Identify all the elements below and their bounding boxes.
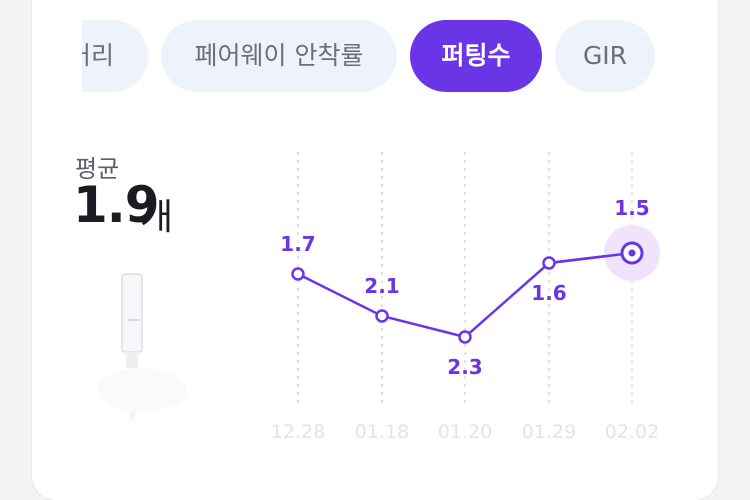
data-label: 1.6 [531, 281, 566, 305]
average-value: 1.9 [73, 176, 160, 234]
tab-gir[interactable]: GIR [555, 20, 655, 92]
stat-tabs: 거리 페어웨이 안착률 퍼팅수 GIR [82, 20, 718, 92]
data-label: 1.5 [614, 196, 649, 220]
data-label: 1.7 [280, 232, 315, 256]
data-point[interactable] [291, 267, 305, 281]
putts-line-chart: 12.28 01.18 01.20 01.29 02.02 1.7 2.1 2.3 1.6 1.5 [271, 152, 660, 443]
data-point[interactable] [458, 330, 472, 344]
tab-putts[interactable]: 퍼팅수 [410, 20, 542, 92]
data-label: 2.1 [364, 274, 399, 298]
tab-fairway[interactable]: 페어웨이 안착률 [161, 20, 397, 92]
x-tick-label: 01.20 [438, 421, 492, 443]
average-label: 평균 [75, 155, 120, 183]
data-point[interactable] [375, 309, 389, 323]
putter-icon [97, 273, 187, 420]
x-tick-label: 02.02 [605, 421, 659, 443]
tab-distance-label: 거리 [82, 41, 115, 70]
average-unit: 개 [140, 197, 174, 238]
x-tick-label: 12.28 [271, 421, 325, 443]
data-label: 2.3 [447, 355, 482, 379]
tab-distance[interactable]: 거리 [82, 20, 148, 92]
x-tick-label: 01.29 [522, 421, 576, 443]
data-point-center [628, 249, 636, 257]
x-tick-label: 01.18 [355, 421, 409, 443]
data-point[interactable] [542, 256, 556, 270]
stats-card: 거리 페어웨이 안착률 퍼팅수 GIR 평균 1.9 개 12.28 01.18 0… [32, 0, 718, 500]
series-line-segment [548, 251, 633, 265]
